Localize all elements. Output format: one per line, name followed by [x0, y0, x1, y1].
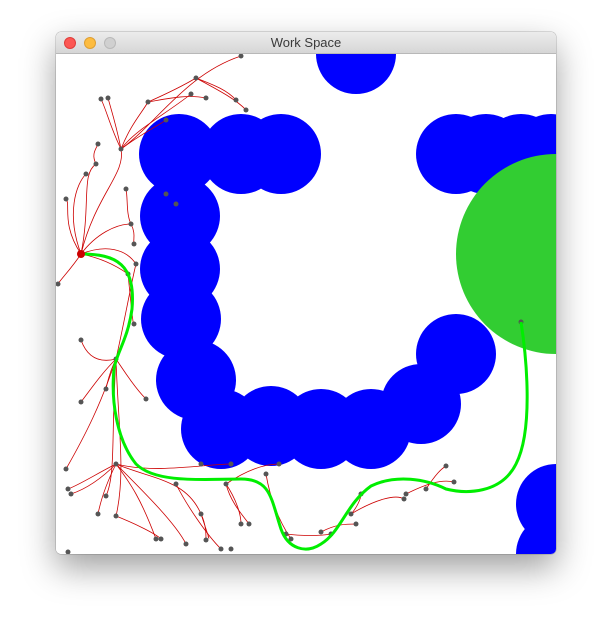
window-title: Work Space [270, 35, 342, 50]
tree-nodes [56, 53, 524, 554]
minimize-icon[interactable] [84, 37, 96, 49]
solution-path [80, 252, 529, 551]
goal-region [456, 154, 556, 354]
workspace-canvas[interactable] [56, 32, 556, 554]
zoom-icon[interactable] [104, 37, 116, 49]
close-icon[interactable] [64, 37, 76, 49]
obstacle [141, 279, 221, 359]
start-node [77, 250, 85, 258]
title-bar[interactable]: Work Space [56, 32, 556, 54]
obstacle [416, 314, 496, 394]
obstacle [139, 114, 219, 194]
workspace-svg [56, 32, 556, 554]
obstacle [316, 32, 396, 94]
obstacle [516, 514, 556, 554]
obstacle [241, 114, 321, 194]
app-window: Work Space [56, 32, 556, 554]
